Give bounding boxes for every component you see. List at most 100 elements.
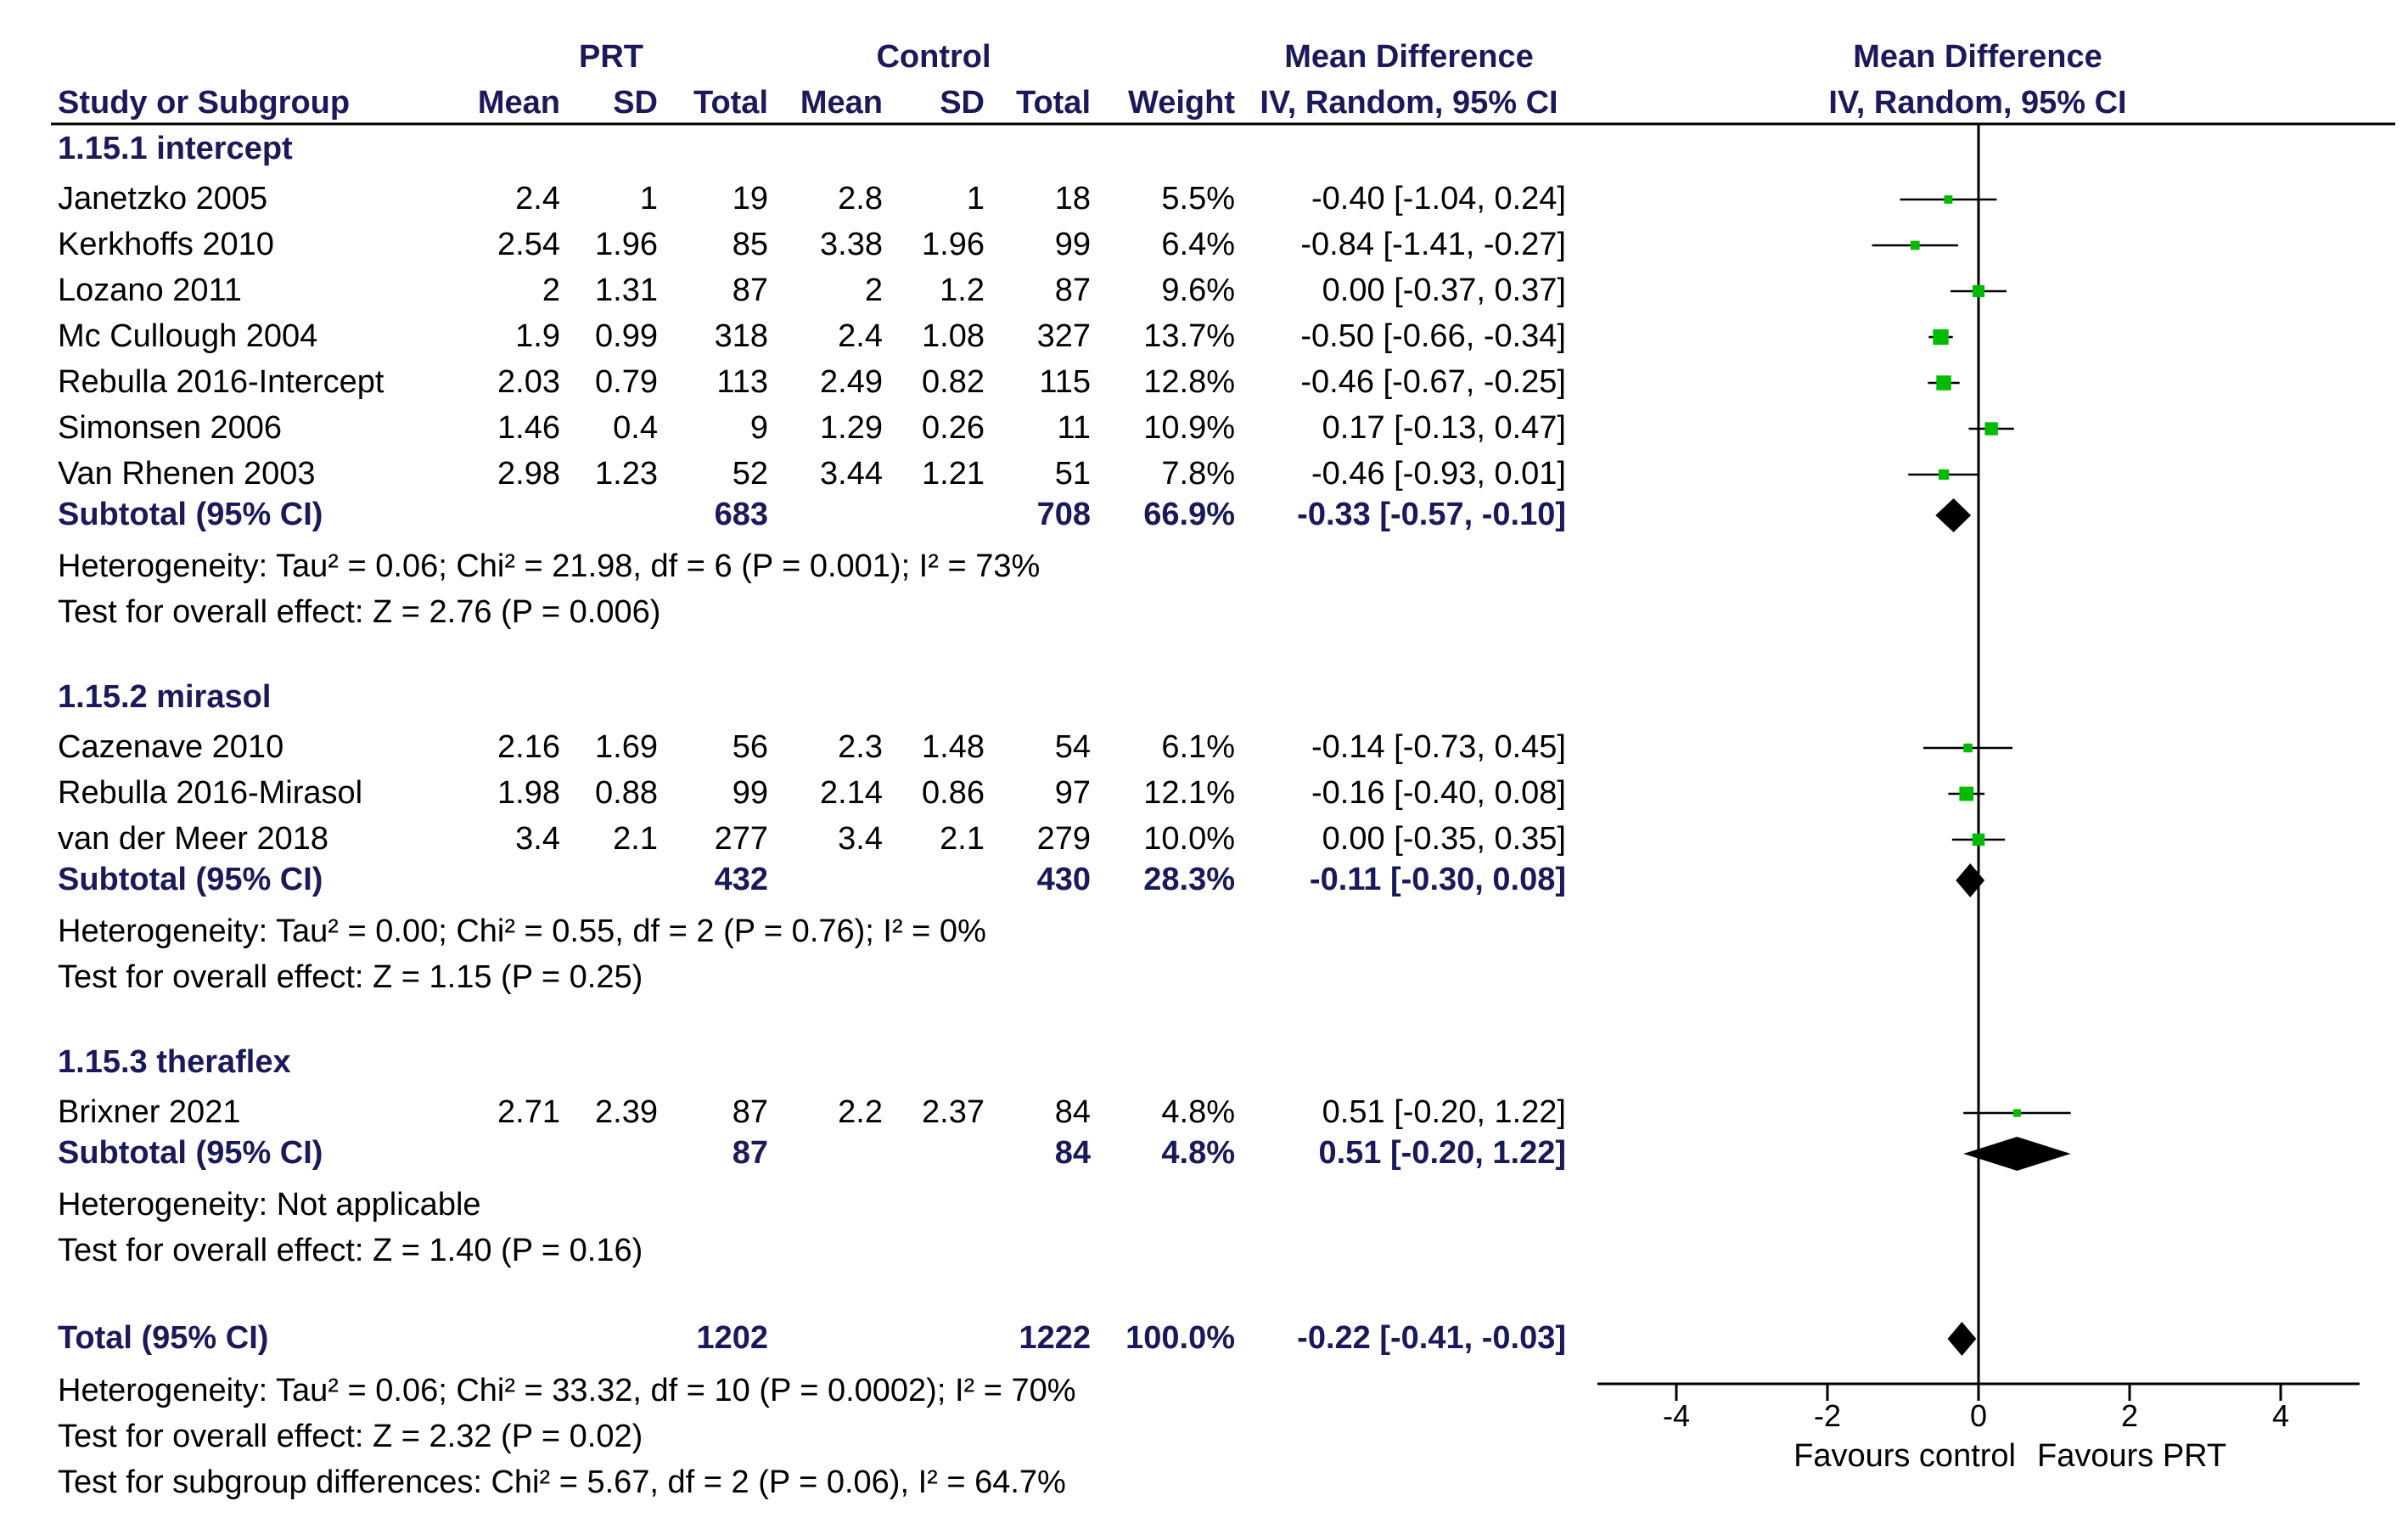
mean1-header: Mean	[477, 85, 560, 121]
weight: 9.6%	[1161, 273, 1235, 308]
prt-sd: 0.79	[595, 364, 658, 400]
sd2-header: SD	[940, 85, 985, 121]
prt-sd: 1.69	[595, 729, 658, 765]
study-name: Simonsen 2006	[58, 410, 283, 446]
control-sd: 2.37	[922, 1094, 985, 1130]
subtotal-ci: -0.33 [-0.57, -0.10]	[1297, 497, 1566, 532]
study-name: Janetzko 2005	[58, 181, 268, 216]
control-mean: 3.38	[820, 227, 883, 262]
axis-tick-label: -4	[1663, 1398, 1690, 1433]
prt-total: 19	[732, 181, 768, 216]
study-point-estimate	[1972, 833, 1985, 846]
control-total: 279	[1036, 821, 1091, 857]
control-header: Control	[876, 39, 991, 75]
control-total: 11	[1057, 410, 1091, 446]
prt-total: 52	[732, 456, 768, 492]
study-name: Rebulla 2016-Mirasol	[58, 775, 363, 811]
weight: 12.8%	[1143, 364, 1235, 400]
mean-difference-ci: -0.84 [-1.41, -0.27]	[1300, 227, 1566, 262]
study-name: Brixner 2021	[58, 1094, 241, 1130]
mean-difference-ci: -0.14 [-0.73, 0.45]	[1311, 729, 1566, 765]
prt-mean: 2.4	[515, 181, 560, 216]
study-point-estimate	[1963, 743, 1973, 753]
group-title: 1.15.1 intercept	[58, 131, 293, 166]
prt-mean: 2.98	[497, 456, 560, 492]
subtotal-weight: 66.9%	[1143, 497, 1235, 532]
control-mean: 2.3	[838, 729, 883, 765]
control-mean: 2.49	[820, 364, 883, 400]
total-overall-effect-note: Test for overall effect: Z = 2.32 (P = 0…	[58, 1419, 643, 1454]
prt-mean: 2.54	[497, 227, 560, 262]
prt-mean: 2.71	[497, 1094, 560, 1130]
control-mean: 3.4	[838, 821, 883, 857]
subtotal-diamond	[1963, 1137, 2071, 1171]
control-mean: 2.14	[820, 775, 883, 811]
weight: 10.9%	[1143, 410, 1235, 446]
control-total: 54	[1054, 729, 1091, 765]
overall-effect-note: Test for overall effect: Z = 2.76 (P = 0…	[58, 594, 661, 630]
subtotal-control-total: 708	[1036, 497, 1091, 532]
weight: 7.8%	[1161, 456, 1235, 492]
group-title: 1.15.2 mirasol	[58, 679, 272, 715]
prt-sd: 2.39	[595, 1094, 658, 1130]
control-total: 51	[1054, 456, 1091, 492]
study-header: Study or Subgroup	[58, 85, 351, 121]
prt-total: 113	[716, 364, 768, 400]
study-name: Rebulla 2016-Intercept	[58, 364, 384, 400]
prt-mean: 2.03	[497, 364, 560, 400]
control-total: 97	[1054, 775, 1091, 811]
study-point-estimate	[2012, 1109, 2021, 1117]
subtotal-ci: -0.11 [-0.30, 0.08]	[1309, 862, 1566, 897]
plot-subheader: IV, Random, 95% CI	[1828, 85, 2127, 121]
weight: 5.5%	[1161, 181, 1235, 216]
study-point-estimate	[1944, 195, 1953, 204]
study-name: van der Meer 2018	[58, 821, 328, 857]
overall-effect-note: Test for overall effect: Z = 1.40 (P = 0…	[58, 1233, 643, 1268]
plot-title: Mean Difference	[1853, 39, 2102, 75]
control-mean: 2.8	[838, 181, 883, 216]
control-sd: 0.86	[922, 775, 985, 811]
control-total: 87	[1054, 273, 1091, 308]
subtotal-prt-total: 87	[732, 1135, 768, 1171]
overall-effect-note: Test for overall effect: Z = 1.15 (P = 0…	[58, 959, 643, 995]
axis-tick-label: 2	[2121, 1398, 2138, 1433]
study-name: Kerkhoffs 2010	[58, 227, 274, 262]
weight: 13.7%	[1143, 318, 1235, 354]
weight: 10.0%	[1143, 821, 1235, 857]
control-total: 18	[1054, 181, 1091, 216]
mean-difference-ci: 0.17 [-0.13, 0.47]	[1322, 410, 1566, 446]
study-name: Lozano 2011	[58, 273, 242, 308]
heterogeneity-note: Heterogeneity: Tau² = 0.06; Chi² = 21.98…	[58, 548, 1041, 584]
subtotal-label: Subtotal (95% CI)	[58, 1135, 323, 1171]
group-title: 1.15.3 theraflex	[58, 1044, 291, 1080]
prt-sd: 1	[639, 181, 658, 216]
sd1-header: SD	[613, 85, 658, 121]
study-name: Van Rhenen 2003	[58, 456, 316, 492]
mean-difference-ci: -0.46 [-0.67, -0.25]	[1300, 364, 1566, 400]
study-point-estimate	[1938, 469, 1950, 481]
control-mean: 3.44	[820, 456, 883, 492]
total-heterogeneity-note: Heterogeneity: Tau² = 0.06; Chi² = 33.32…	[58, 1373, 1076, 1408]
axis-tick-label: 0	[1970, 1398, 1987, 1433]
subtotal-diamond	[1956, 863, 1985, 897]
control-total: 99	[1054, 227, 1091, 262]
prt-mean: 1.9	[515, 318, 560, 354]
prt-mean: 2	[542, 273, 560, 308]
mean-difference-ci: -0.46 [-0.93, 0.01]	[1311, 456, 1566, 492]
prt-total: 9	[749, 410, 768, 446]
mean-difference-ci: -0.50 [-0.66, -0.34]	[1300, 318, 1566, 354]
mean-difference-ci: -0.16 [-0.40, 0.08]	[1311, 775, 1566, 811]
control-sd: 0.26	[922, 410, 985, 446]
subtotal-diamond	[1935, 498, 1972, 532]
study-point-estimate	[1910, 240, 1920, 250]
prt-mean: 1.98	[497, 775, 560, 811]
weight: 12.1%	[1143, 775, 1235, 811]
prt-total: 318	[714, 318, 768, 354]
favours-control-label: Favours control	[1793, 1438, 2016, 1474]
total2-header: Total	[1016, 85, 1091, 121]
control-sd: 2.1	[940, 821, 985, 857]
prt-sd: 0.99	[595, 318, 658, 354]
total-diamond	[1947, 1322, 1977, 1356]
prt-sd: 1.96	[595, 227, 658, 262]
